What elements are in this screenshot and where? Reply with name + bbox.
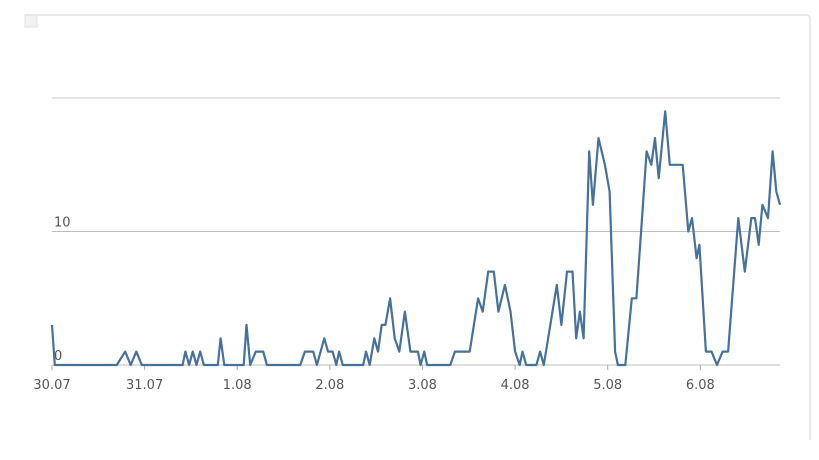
x-tick-label: 5.08: [593, 378, 622, 393]
x-tick-label: 4.08: [501, 378, 530, 393]
x-tick-label: 2.08: [315, 378, 344, 393]
x-tick-label: 30.07: [33, 378, 70, 393]
x-tick-label: 6.08: [686, 378, 715, 393]
x-tick-label: 1.08: [223, 378, 252, 393]
y-tick-label: 10: [54, 216, 71, 231]
card-border: [25, 14, 811, 440]
y-tick-label: 0: [54, 349, 62, 364]
data-line: [50, 110, 782, 367]
x-tick-label: 3.08: [408, 378, 437, 393]
x-tick-label: 31.07: [126, 378, 163, 393]
corner-box: [24, 14, 38, 28]
